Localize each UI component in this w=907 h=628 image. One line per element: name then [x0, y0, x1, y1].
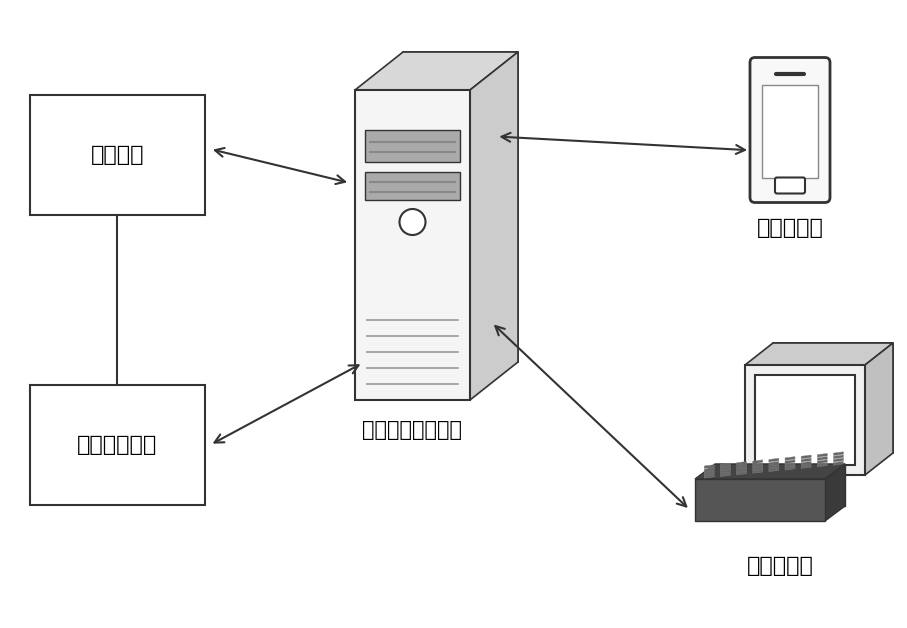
Bar — [695, 479, 825, 521]
Bar — [30, 385, 205, 505]
Polygon shape — [801, 455, 811, 459]
Polygon shape — [817, 460, 827, 463]
Bar — [30, 95, 205, 215]
Polygon shape — [753, 463, 763, 467]
Polygon shape — [720, 473, 730, 477]
Polygon shape — [470, 52, 518, 400]
Polygon shape — [695, 464, 845, 479]
Polygon shape — [720, 467, 730, 470]
Polygon shape — [745, 343, 893, 365]
Polygon shape — [736, 462, 746, 465]
Polygon shape — [769, 468, 779, 472]
Bar — [355, 90, 470, 400]
Polygon shape — [801, 458, 811, 462]
Polygon shape — [865, 343, 893, 475]
Polygon shape — [355, 52, 518, 90]
Polygon shape — [785, 466, 795, 470]
Polygon shape — [834, 462, 844, 465]
FancyBboxPatch shape — [775, 178, 805, 193]
Polygon shape — [753, 460, 763, 463]
Polygon shape — [769, 465, 779, 468]
Text: 飞轮储能系统: 飞轮储能系统 — [77, 435, 158, 455]
Polygon shape — [773, 343, 893, 453]
Polygon shape — [720, 463, 730, 467]
FancyBboxPatch shape — [762, 85, 818, 178]
Polygon shape — [736, 468, 746, 472]
Bar — [755, 375, 855, 465]
Bar — [365, 130, 460, 162]
Polygon shape — [817, 453, 827, 457]
Polygon shape — [736, 465, 746, 468]
Polygon shape — [785, 460, 795, 463]
Polygon shape — [785, 457, 795, 460]
Polygon shape — [769, 458, 779, 462]
Polygon shape — [704, 465, 714, 468]
Polygon shape — [817, 457, 827, 460]
Circle shape — [399, 209, 425, 235]
Text: 飞轮储能控制装置: 飞轮储能控制装置 — [363, 420, 463, 440]
Polygon shape — [801, 462, 811, 465]
Polygon shape — [753, 470, 763, 474]
Text: 火电机组: 火电机组 — [91, 145, 144, 165]
Polygon shape — [715, 464, 845, 506]
Bar — [365, 172, 460, 200]
Text: 客户端设备: 客户端设备 — [746, 556, 814, 576]
Polygon shape — [834, 458, 844, 462]
Bar — [745, 365, 865, 475]
Polygon shape — [801, 465, 811, 468]
Polygon shape — [403, 52, 518, 362]
Text: 客户端设备: 客户端设备 — [756, 217, 824, 237]
Polygon shape — [720, 470, 730, 474]
Polygon shape — [834, 455, 844, 458]
Polygon shape — [769, 462, 779, 465]
Polygon shape — [704, 474, 714, 478]
Polygon shape — [817, 463, 827, 467]
Polygon shape — [704, 471, 714, 475]
Polygon shape — [736, 471, 746, 475]
Polygon shape — [834, 452, 844, 455]
Polygon shape — [753, 466, 763, 470]
Polygon shape — [825, 464, 845, 521]
FancyBboxPatch shape — [750, 58, 830, 202]
Polygon shape — [704, 468, 714, 472]
Polygon shape — [785, 463, 795, 467]
